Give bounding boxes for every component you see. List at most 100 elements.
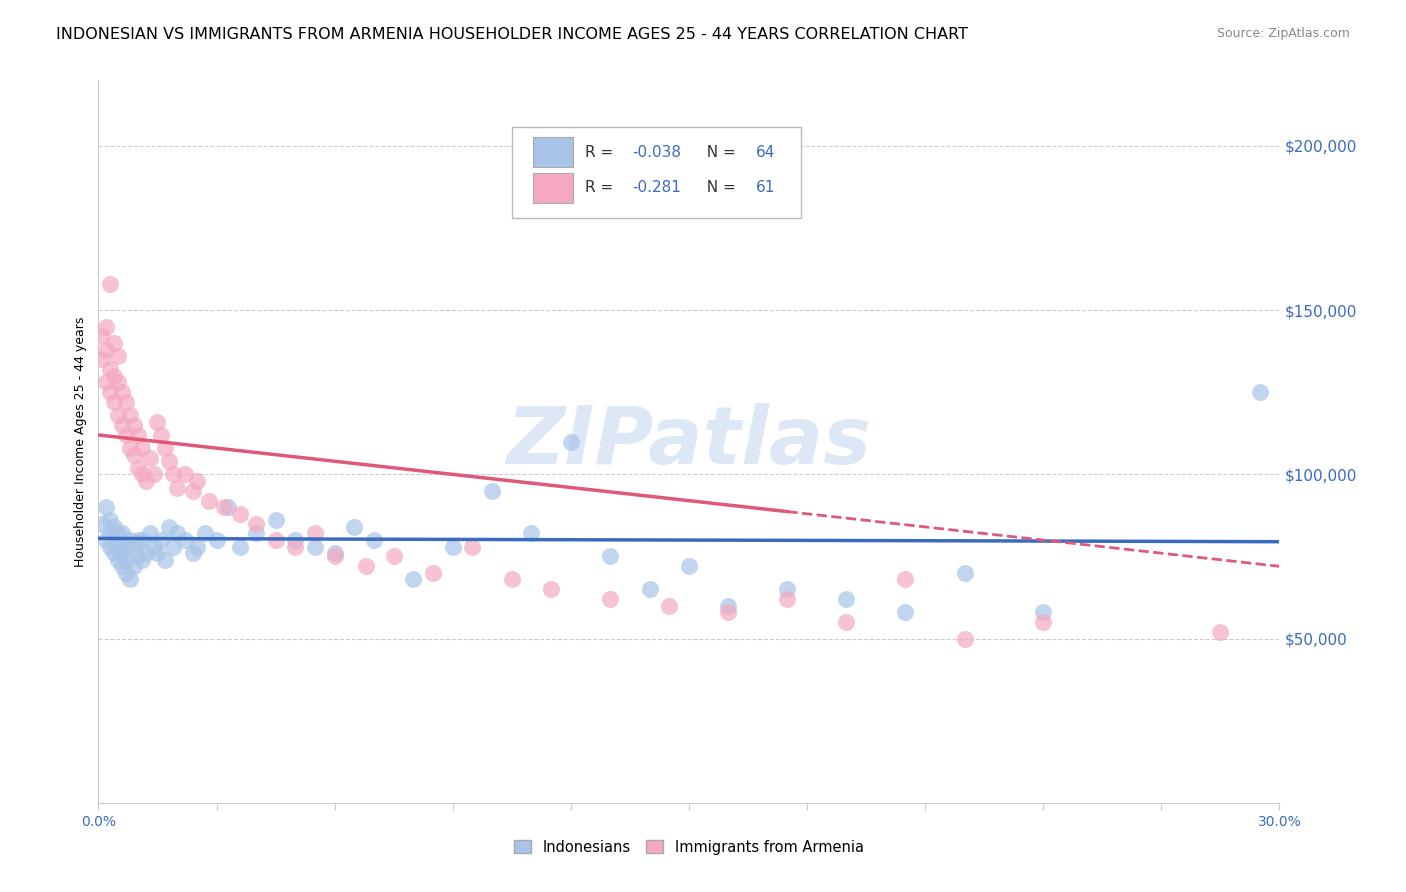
Point: [122, 418, 145, 433]
Point: [107, 349, 129, 363]
FancyBboxPatch shape: [533, 136, 574, 167]
Text: R =: R =: [585, 145, 619, 160]
Point: [520, 526, 543, 541]
Text: INDONESIAN VS IMMIGRANTS FROM ARMENIA HOUSEHOLDER INCOME AGES 25 - 44 YEARS CORR: INDONESIAN VS IMMIGRANTS FROM ARMENIA HO…: [56, 27, 969, 42]
Point: [98, 362, 121, 376]
Point: [127, 533, 149, 547]
Point: [107, 553, 129, 567]
Point: [96, 319, 118, 334]
Point: [131, 533, 153, 547]
Point: [304, 540, 326, 554]
Text: -0.038: -0.038: [633, 145, 682, 160]
Point: [217, 500, 239, 515]
Point: [96, 500, 118, 515]
FancyBboxPatch shape: [512, 128, 801, 218]
Point: [1032, 605, 1054, 619]
Point: [127, 428, 149, 442]
Point: [264, 513, 287, 527]
Point: [658, 599, 681, 613]
Point: [323, 546, 346, 560]
Point: [186, 540, 208, 554]
Point: [107, 526, 129, 541]
Point: [953, 566, 976, 580]
Point: [96, 343, 118, 357]
Point: [150, 428, 173, 442]
Point: [599, 592, 621, 607]
Point: [107, 376, 129, 390]
Point: [111, 385, 134, 400]
Text: -0.281: -0.281: [633, 180, 681, 195]
Point: [304, 526, 326, 541]
Text: N =: N =: [697, 145, 741, 160]
Point: [166, 481, 188, 495]
Text: 64: 64: [756, 145, 776, 160]
Point: [103, 336, 125, 351]
Point: [382, 549, 405, 564]
Point: [776, 592, 799, 607]
Point: [91, 352, 114, 367]
Point: [91, 329, 114, 343]
Point: [776, 582, 799, 597]
Point: [122, 559, 145, 574]
Point: [343, 520, 366, 534]
Point: [135, 474, 157, 488]
Point: [678, 559, 700, 574]
Point: [186, 474, 208, 488]
Point: [103, 395, 125, 409]
Point: [111, 418, 134, 433]
Point: [717, 605, 740, 619]
Text: R =: R =: [585, 180, 619, 195]
Point: [96, 376, 118, 390]
Point: [118, 441, 141, 455]
Point: [155, 441, 177, 455]
Point: [115, 566, 138, 580]
Point: [135, 546, 157, 560]
Point: [98, 526, 121, 541]
Point: [127, 549, 149, 564]
Point: [103, 520, 125, 534]
Point: [284, 533, 307, 547]
Text: 61: 61: [756, 180, 776, 195]
Point: [501, 573, 523, 587]
Point: [162, 540, 184, 554]
Point: [835, 592, 858, 607]
Point: [115, 553, 138, 567]
Point: [131, 553, 153, 567]
Point: [402, 573, 425, 587]
Point: [284, 540, 307, 554]
Text: Source: ZipAtlas.com: Source: ZipAtlas.com: [1216, 27, 1350, 40]
Point: [181, 483, 204, 498]
Point: [131, 441, 153, 455]
Point: [122, 448, 145, 462]
Point: [115, 428, 138, 442]
Point: [181, 546, 204, 560]
Point: [107, 409, 129, 423]
Point: [354, 559, 377, 574]
Point: [197, 493, 219, 508]
Point: [835, 615, 858, 630]
Point: [131, 467, 153, 482]
Point: [229, 540, 252, 554]
Point: [638, 582, 661, 597]
Text: ZIPatlas: ZIPatlas: [506, 402, 872, 481]
Point: [127, 460, 149, 475]
Point: [98, 277, 121, 291]
Point: [245, 516, 267, 531]
Point: [162, 467, 184, 482]
FancyBboxPatch shape: [533, 172, 574, 202]
Point: [323, 549, 346, 564]
Point: [461, 540, 484, 554]
Legend: Indonesians, Immigrants from Armenia: Indonesians, Immigrants from Armenia: [508, 834, 870, 861]
Point: [166, 526, 188, 541]
Point: [174, 467, 197, 482]
Y-axis label: Householder Income Ages 25 - 44 years: Householder Income Ages 25 - 44 years: [75, 317, 87, 566]
Point: [98, 513, 121, 527]
Point: [103, 533, 125, 547]
Point: [717, 599, 740, 613]
Point: [103, 546, 125, 560]
Point: [894, 573, 917, 587]
Point: [422, 566, 444, 580]
Point: [111, 526, 134, 541]
Point: [157, 520, 180, 534]
Point: [363, 533, 385, 547]
